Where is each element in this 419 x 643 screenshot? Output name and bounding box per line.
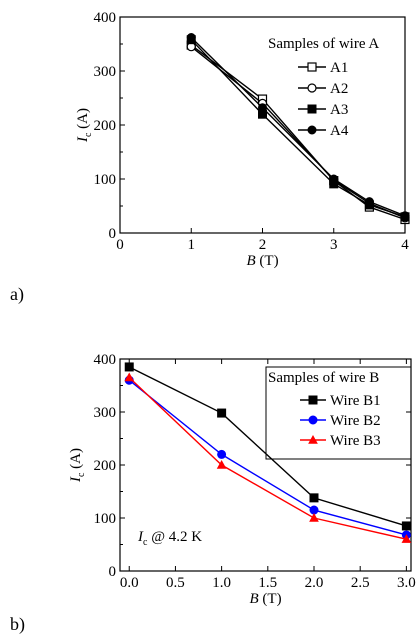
legend-marker <box>307 104 317 114</box>
data-point-3 <box>216 459 227 469</box>
legend-label: Wire B1 <box>330 393 381 409</box>
legend-label: A3 <box>330 102 348 118</box>
y-tick-label: 0 <box>109 564 117 580</box>
data-point-4 <box>186 33 196 43</box>
panel-b-label: b) <box>10 614 25 635</box>
data-point-4 <box>329 174 339 184</box>
legend-label: A1 <box>330 60 348 76</box>
x-axis-title: B (T) <box>250 591 282 607</box>
annotation: Ic @ 4.2 K <box>137 529 202 548</box>
series-line-1 <box>128 366 407 527</box>
data-point-3 <box>309 512 319 522</box>
data-point-4 <box>364 197 374 207</box>
x-tick-label: 1 <box>188 237 196 253</box>
x-axis-title: B (T) <box>247 253 279 269</box>
data-point-3 <box>401 534 412 543</box>
x-tick-label: 0.0 <box>120 575 139 591</box>
y-tick-label: 400 <box>94 10 117 26</box>
x-tick-label: 1.0 <box>212 575 231 591</box>
data-point-1 <box>217 408 227 418</box>
y-tick-label: 100 <box>94 172 117 188</box>
legend-marker <box>308 434 318 444</box>
y-tick-label: 300 <box>94 64 117 80</box>
y-tick-label: 300 <box>94 405 117 421</box>
y-axis-title: Ic (A) <box>68 448 87 483</box>
x-tick-label: 3.0 <box>397 575 416 591</box>
y-tick-label: 0 <box>109 226 117 242</box>
series-line-3 <box>128 377 407 540</box>
legend-marker <box>308 395 318 405</box>
legend-label: Wire B3 <box>330 433 381 449</box>
chart-a: 0 1 2 3 4 0 100 200 300 400 B (T) Ic (A) Samples of … <box>75 10 410 269</box>
data-point-4 <box>258 103 267 113</box>
legend-marker <box>307 83 317 93</box>
y-tick-label: 200 <box>94 118 117 134</box>
data-point-1 <box>124 362 134 372</box>
y-tick-label: 400 <box>94 352 117 368</box>
y-axis-title: Ic (A) <box>75 108 94 143</box>
legend-title: Samples of wire B <box>268 370 379 386</box>
x-tick-label: 2.0 <box>305 575 324 591</box>
x-tick-label: 0.5 <box>166 575 185 591</box>
series-line-4 <box>190 37 406 217</box>
legend-marker <box>307 62 317 72</box>
y-tick-label: 100 <box>94 511 117 527</box>
x-tick-label: 1.5 <box>258 575 277 591</box>
x-tick-label: 2 <box>259 237 267 253</box>
data-point-2 <box>309 505 319 515</box>
legend-label: A2 <box>330 81 348 97</box>
series-line-1 <box>190 44 406 221</box>
data-point-3 <box>124 372 135 382</box>
data-point-1 <box>309 493 319 503</box>
legend-marker <box>307 125 317 135</box>
x-tick-label: 4 <box>401 237 409 253</box>
x-tick-label: 0 <box>116 237 124 253</box>
legend-box <box>265 366 412 460</box>
legend-label: A4 <box>330 123 349 139</box>
series-line-2 <box>128 379 407 536</box>
data-point-1 <box>401 521 411 531</box>
data-point-2 <box>217 449 227 459</box>
panel-a-label: a) <box>10 284 24 305</box>
legend-marker <box>308 415 318 425</box>
legend-label: Wire B2 <box>330 413 381 429</box>
series-line-3 <box>190 39 406 218</box>
x-tick-label: 2.5 <box>351 575 370 591</box>
x-tick-label: 3 <box>330 237 338 253</box>
legend-title: Samples of wire A <box>268 36 379 52</box>
data-point-4 <box>400 211 410 221</box>
y-tick-label: 200 <box>94 458 117 474</box>
chart-b: 0.0 0.5 1.0 1.5 2.0 2.5 3.0 0 100 200 300 400 B (T) I… <box>68 352 416 607</box>
